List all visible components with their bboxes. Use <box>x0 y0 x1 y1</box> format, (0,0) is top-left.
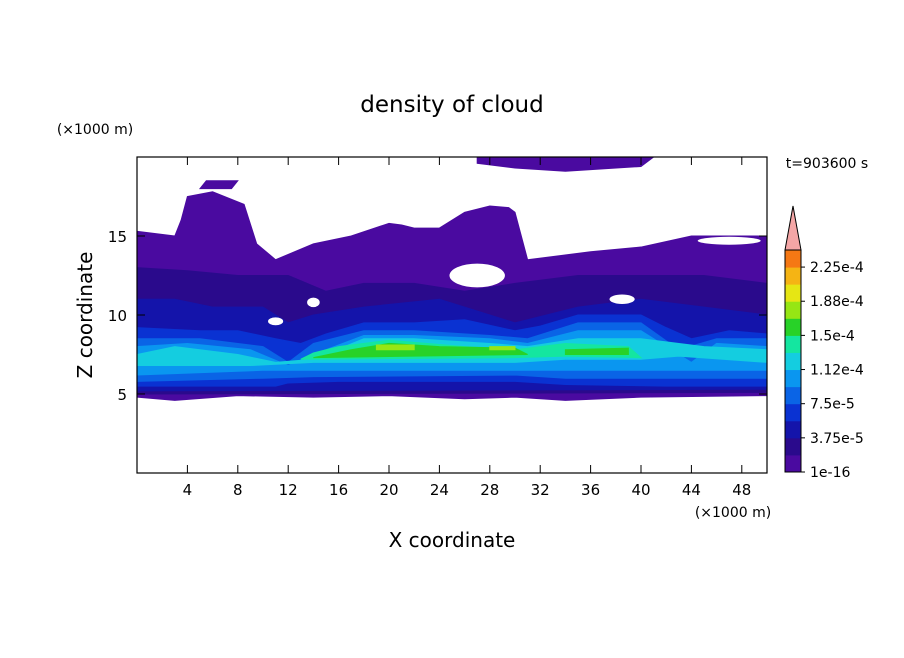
time-label: t=903600 s <box>786 156 868 172</box>
contour-fill <box>313 342 528 359</box>
contour-fill <box>375 344 415 351</box>
x-tick-label: 48 <box>732 481 751 499</box>
colorbar-band <box>785 301 801 319</box>
colorbar-band <box>785 386 801 405</box>
x-axis-label: X coordinate <box>389 528 516 552</box>
colorbar-tick-label: 3.75e-5 <box>810 431 864 447</box>
colorbar-band <box>785 454 801 473</box>
colorbar-tick-label: 7.5e-5 <box>810 397 855 413</box>
x-tick-label: 16 <box>329 481 348 499</box>
y-tick-label: 5 <box>117 386 127 404</box>
y-axis-label: Z coordinate <box>73 252 97 379</box>
contour-hole <box>697 236 761 245</box>
x-tick-label: 40 <box>631 481 650 499</box>
y-tick-label: 10 <box>108 307 127 325</box>
contour-hole <box>449 263 505 288</box>
x-tick-label: 4 <box>183 481 193 499</box>
colorbar-band <box>785 267 801 285</box>
x-tick-label: 20 <box>379 481 398 499</box>
colorbar-tick-label: 1.5e-4 <box>810 328 855 344</box>
x-tick-label: 28 <box>480 481 499 499</box>
contour-hole <box>609 294 635 304</box>
colorbar-frame <box>784 249 802 473</box>
x-tick-label: 44 <box>682 481 701 499</box>
plot-area <box>136 156 768 401</box>
colorbar-tick-label: 1e-16 <box>810 465 850 481</box>
colorbar-band <box>785 403 801 422</box>
chart-title: density of cloud <box>360 92 543 118</box>
colorbar-band <box>785 352 801 371</box>
x-tick-label: 36 <box>581 481 600 499</box>
y-tick-label: 15 <box>108 228 127 246</box>
x-tick-label: 12 <box>279 481 298 499</box>
colorbar-band <box>785 284 801 302</box>
x-tick-label: 24 <box>430 481 449 499</box>
contour-fill <box>564 347 629 355</box>
colorbar-band <box>785 318 801 336</box>
contour-fill <box>489 346 516 351</box>
contour-hole <box>268 317 284 326</box>
colorbar-band <box>785 335 801 353</box>
x-tick-label: 32 <box>531 481 550 499</box>
colorbar-tick-label: 1.12e-4 <box>810 363 864 379</box>
x-tick-label: 8 <box>233 481 243 499</box>
colorbar-band <box>785 369 801 388</box>
colorbar-band <box>785 437 801 456</box>
y-unit: (×1000 m) <box>57 122 133 138</box>
contour-hole <box>307 297 320 308</box>
colorbar-band <box>785 420 801 439</box>
contour-fill <box>198 180 239 190</box>
colorbar-band <box>785 250 801 268</box>
colorbar-tick-label: 2.25e-4 <box>810 260 864 276</box>
colorbar-tick-label: 1.88e-4 <box>810 294 864 310</box>
x-unit: (×1000 m) <box>695 505 771 521</box>
